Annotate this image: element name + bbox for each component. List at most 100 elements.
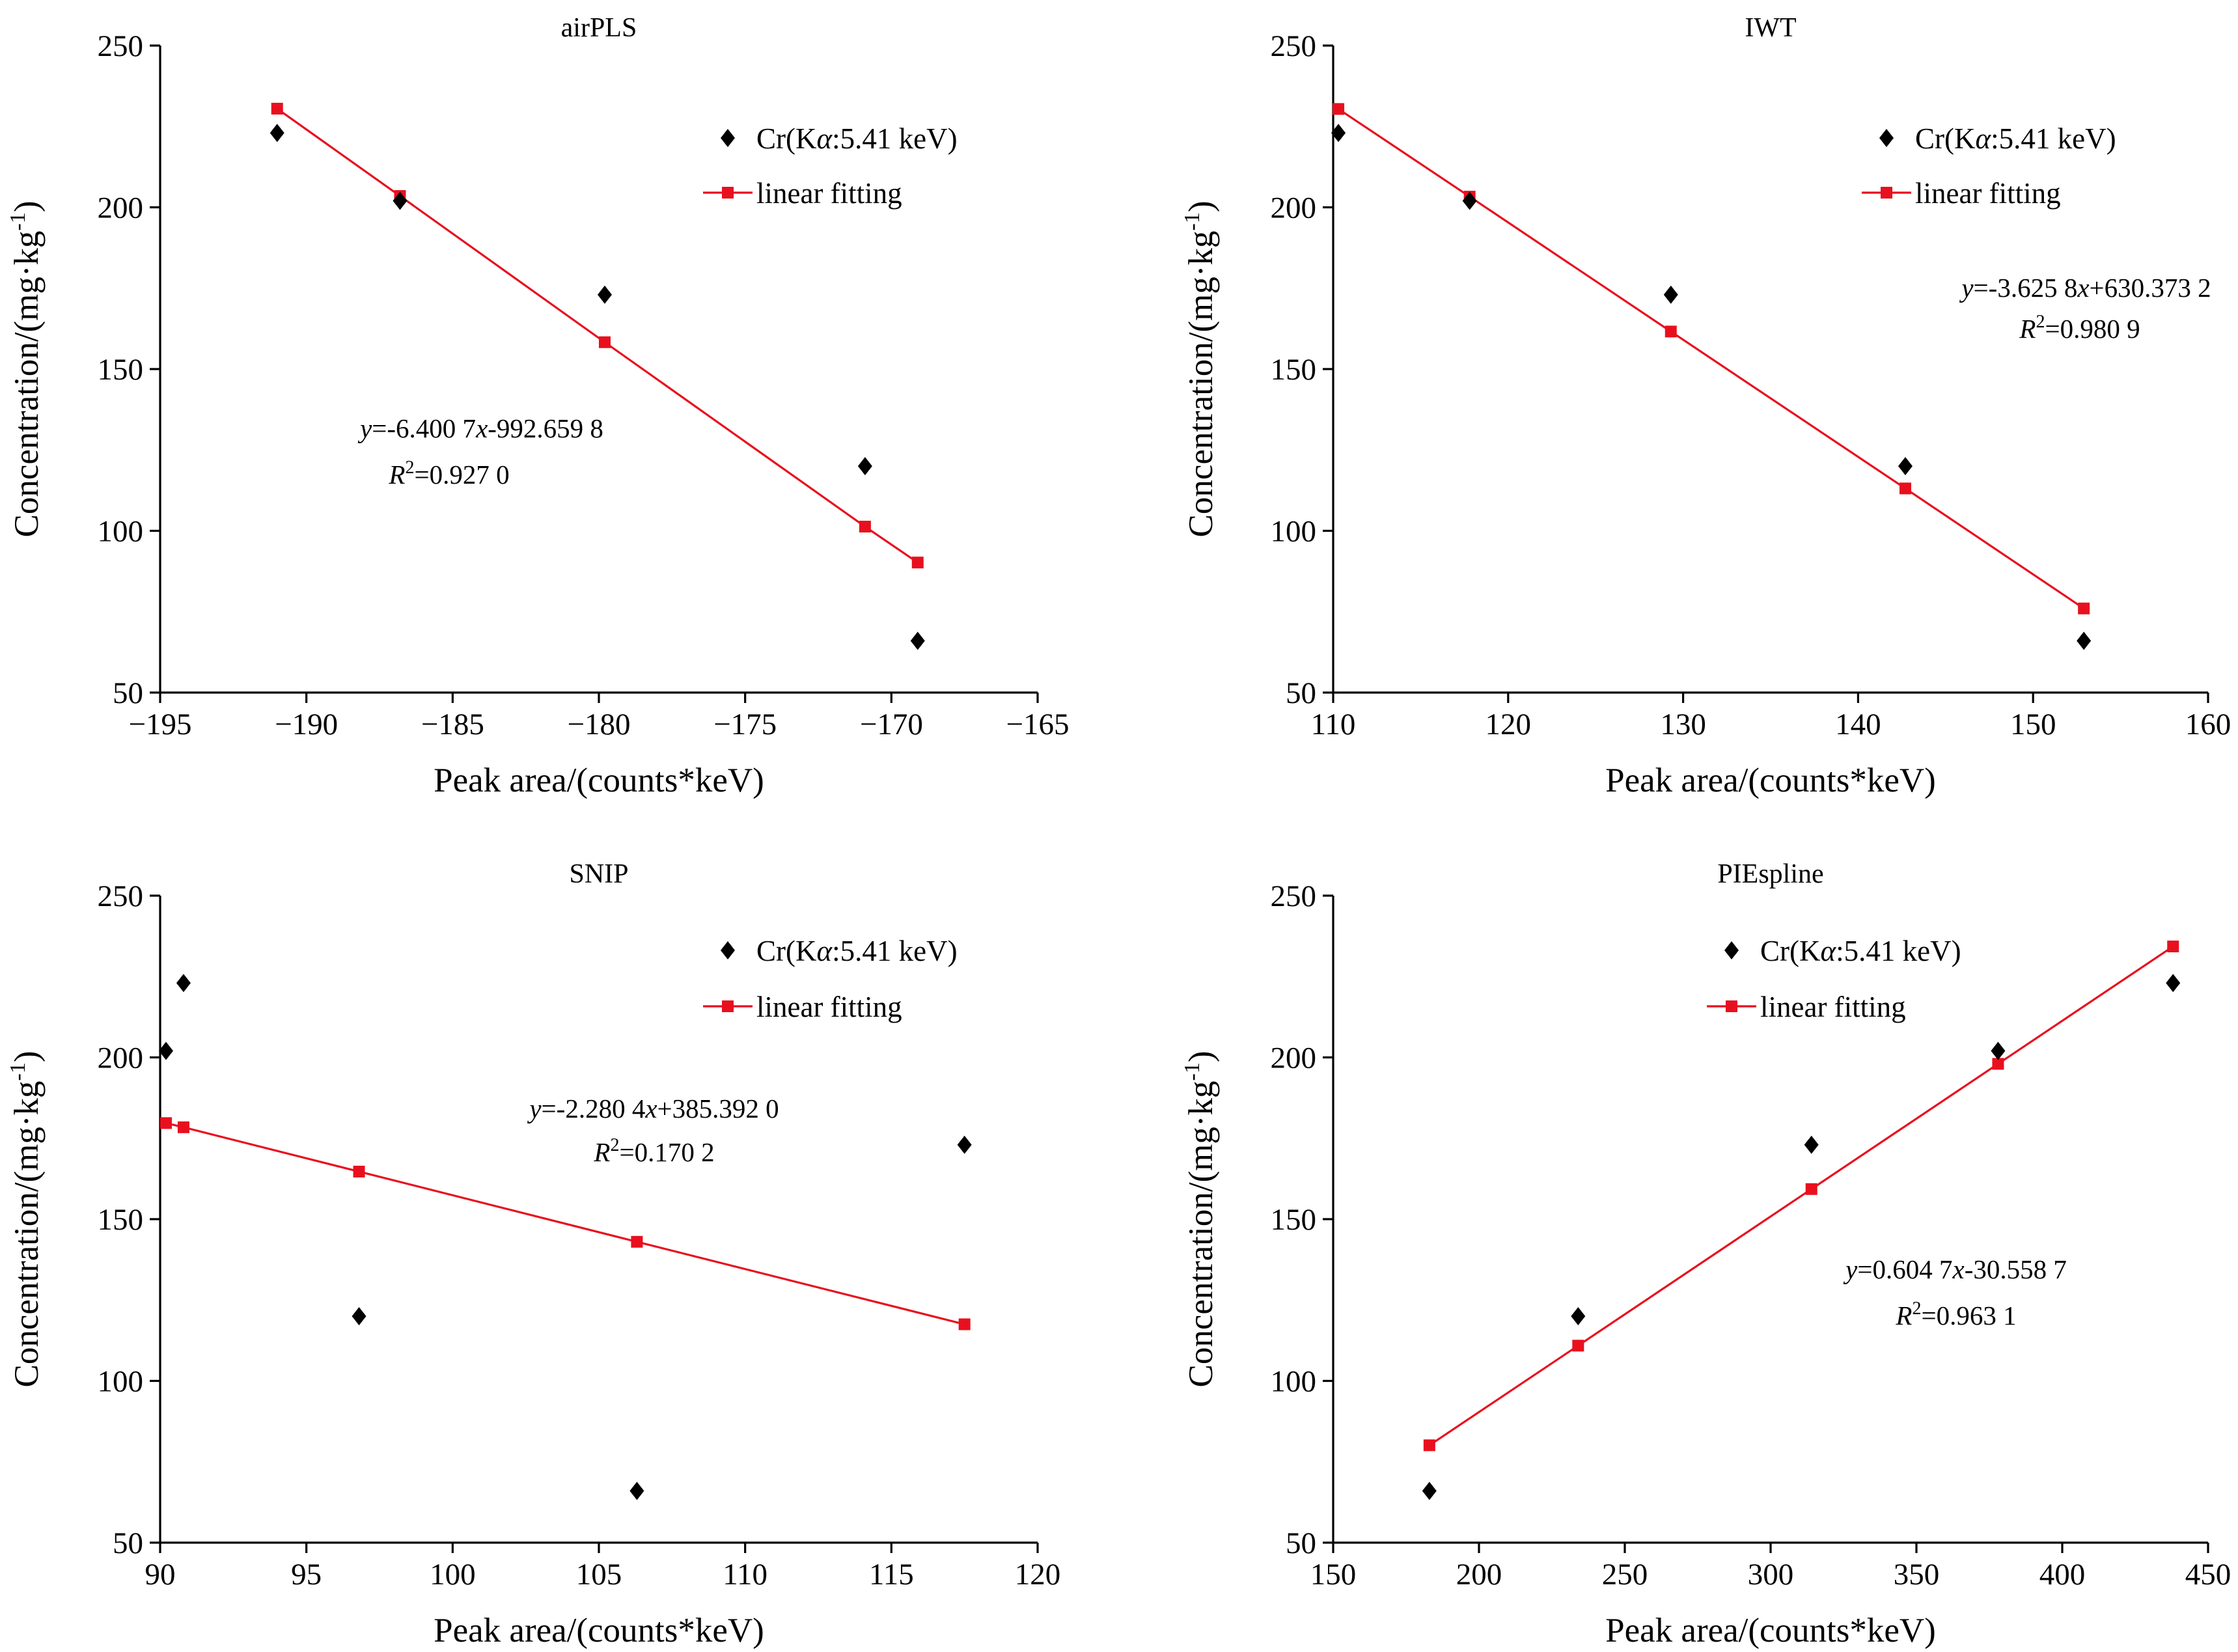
fit-point	[631, 1235, 643, 1248]
x-tick-label: 95	[291, 1558, 322, 1591]
y-axis-title: Concentration/(mg·kg-1)	[1180, 201, 1220, 538]
x-tick-label: 115	[869, 1558, 914, 1591]
y-tick-label: 250	[1271, 879, 1317, 913]
chart-title: airPLS	[561, 13, 637, 43]
r-squared: R2=0.963 1	[1895, 1299, 2016, 1330]
legend-marker-scatter	[1879, 129, 1894, 147]
x-tick-label: −175	[713, 708, 777, 741]
y-tick-label: 100	[1271, 515, 1317, 549]
data-point	[1571, 1307, 1586, 1326]
fit-point	[353, 1165, 365, 1177]
x-axis-title: Peak area/(counts*keV)	[1605, 762, 1936, 799]
x-axis-title: Peak area/(counts*keV)	[434, 1612, 764, 1649]
legend: Cr(Kα:5.41 keV) linear fitting	[703, 935, 958, 1023]
fit-point	[1992, 1058, 2004, 1070]
y-axis-title: Concentration/(mg·kg-1)	[6, 1051, 46, 1388]
fit-point	[1333, 103, 1345, 115]
data-point	[176, 974, 191, 993]
legend: Cr(Kα:5.41 keV) linear fitting	[703, 122, 958, 210]
y-tick-label: 150	[98, 1203, 144, 1237]
y-tick-label: 250	[98, 29, 144, 63]
y-tick-label: 200	[98, 1041, 144, 1075]
data-point	[597, 285, 612, 304]
legend-marker-square	[722, 1000, 734, 1012]
data-point	[1663, 285, 1678, 304]
chart-title: PIEspline	[1717, 859, 1823, 889]
fit-point	[598, 336, 611, 348]
data-point	[1804, 1135, 1819, 1154]
x-tick-label: 120	[1015, 1558, 1061, 1591]
y-tick-label: 50	[1286, 676, 1316, 710]
y-tick-label: 150	[1271, 1203, 1317, 1237]
x-tick-label: 350	[1894, 1558, 1940, 1591]
legend-label-scatter: Cr(Kα:5.41 keV)	[1760, 935, 1961, 967]
x-tick-label: −185	[421, 708, 484, 741]
x-tick-label: 450	[2185, 1558, 2231, 1591]
fit-point	[1665, 325, 1677, 338]
x-tick-label: 300	[1748, 1558, 1794, 1591]
chart-title: IWT	[1745, 13, 1796, 43]
data-point	[158, 1041, 173, 1060]
y-tick-label: 100	[1271, 1365, 1317, 1399]
chart-title: SNIP	[569, 859, 628, 889]
y-tick-label: 50	[1286, 1526, 1316, 1560]
data-point	[269, 124, 284, 143]
fit-point	[177, 1121, 189, 1133]
x-tick-label: 160	[2185, 708, 2231, 741]
fit-equation: y=0.604 7x-30.558 7	[1843, 1254, 2067, 1284]
x-tick-label: 110	[723, 1558, 767, 1591]
r-squared: R2=0.170 2	[593, 1135, 714, 1167]
chart-panel-3: SNIP 50 100 150 200 250 90 95 100 105 110 115 120 Pea…	[6, 859, 1060, 1649]
x-tick-label: 200	[1456, 1558, 1502, 1591]
fit-point	[1899, 482, 1911, 495]
x-tick-label: −170	[860, 708, 923, 741]
x-tick-label: 150	[1310, 1558, 1357, 1591]
legend-label-line: linear fitting	[1760, 991, 1906, 1023]
x-tick-label: 250	[1602, 1558, 1648, 1591]
x-axis-title: Peak area/(counts*keV)	[434, 762, 764, 799]
legend-marker-scatter	[1724, 941, 1739, 959]
fit-point	[1572, 1340, 1584, 1352]
legend-label-scatter: Cr(Kα:5.41 keV)	[756, 935, 958, 967]
legend-marker-square	[1726, 1000, 1737, 1012]
y-tick-label: 100	[98, 515, 144, 549]
y-tick-label: 250	[1271, 29, 1317, 63]
y-tick-label: 150	[1271, 353, 1317, 387]
y-tick-label: 50	[113, 676, 143, 710]
fit-point	[271, 102, 283, 115]
y-tick-label: 200	[1271, 191, 1317, 225]
data-point	[1422, 1481, 1437, 1500]
fit-point	[1805, 1183, 1817, 1195]
fit-point	[958, 1318, 971, 1330]
x-tick-label: 110	[1311, 708, 1356, 741]
data-point	[2077, 631, 2092, 650]
fit-point	[2078, 602, 2090, 614]
fit-line	[165, 1122, 965, 1326]
y-tick-label: 100	[98, 1365, 144, 1399]
x-tick-label: 120	[1485, 708, 1532, 741]
legend-marker-scatter	[721, 941, 735, 959]
x-tick-label: 90	[145, 1558, 176, 1591]
data-point	[957, 1135, 972, 1154]
data-point	[910, 631, 925, 650]
x-tick-label: −165	[1006, 708, 1069, 741]
r-squared: R2=0.927 0	[388, 458, 509, 489]
y-tick-label: 150	[98, 353, 144, 387]
chart-panel-4: PIEspline 50 100 150 200 250 150 200 250 300 350 40…	[1180, 859, 2231, 1649]
legend-marker-scatter	[721, 129, 735, 147]
chart-panel-2: IWT 50 100 150 200 250 110 120 130 140 150 160 Peak …	[1180, 13, 2231, 799]
fit-point	[911, 557, 924, 569]
x-tick-label: −180	[567, 708, 630, 741]
data-point	[1991, 1041, 2006, 1060]
data-point	[1331, 124, 1346, 143]
legend-marker-square	[722, 187, 734, 199]
legend-label-scatter: Cr(Kα:5.41 keV)	[1915, 122, 2116, 155]
chart-panel-1: airPLS 50 100 150 200 250 −195 −190 −185 −180 −175…	[6, 13, 1070, 799]
fit-equation: y=-3.625 8x+630.373 2	[1959, 273, 2211, 303]
y-axis-title: Concentration/(mg·kg-1)	[6, 201, 46, 538]
fit-equation: y=-2.280 4x+385.392 0	[527, 1094, 779, 1123]
x-tick-label: −195	[128, 708, 191, 741]
y-axis-title: Concentration/(mg·kg-1)	[1180, 1051, 1220, 1388]
legend: Cr(Kα:5.41 keV) linear fitting	[1707, 935, 1961, 1023]
